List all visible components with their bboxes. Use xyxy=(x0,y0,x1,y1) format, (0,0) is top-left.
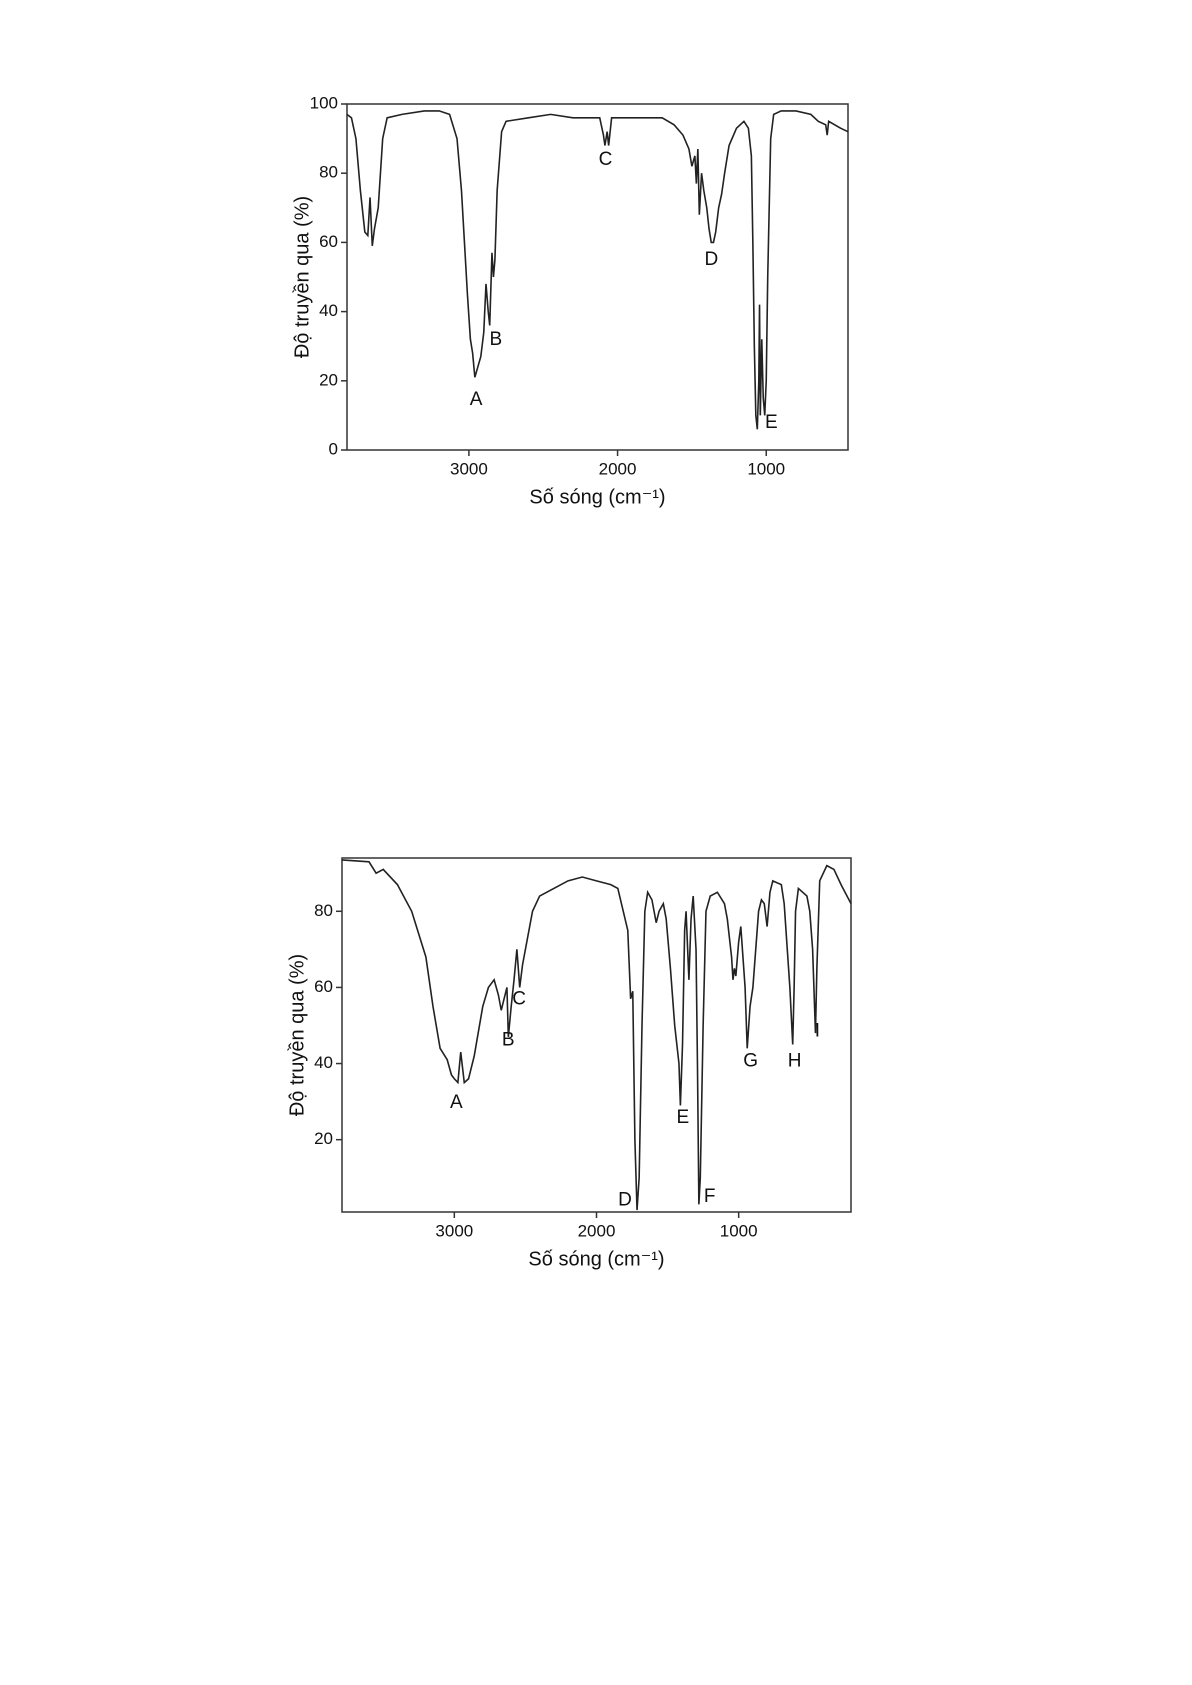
peak-label: I xyxy=(815,1021,820,1042)
peak-label: E xyxy=(765,412,778,433)
peak-label: A xyxy=(450,1092,463,1113)
plot-frame xyxy=(341,857,852,1213)
y-tick-label: 40 xyxy=(314,1053,333,1072)
y-tick-label: 40 xyxy=(319,301,338,320)
spectrum-line xyxy=(346,110,849,430)
y-tick-label: 60 xyxy=(319,232,338,251)
y-tick-label: 100 xyxy=(310,93,338,112)
x-tick-label: 3000 xyxy=(435,1221,473,1240)
peak-label: B xyxy=(502,1030,515,1051)
peak-label: E xyxy=(676,1107,689,1128)
peak-label: C xyxy=(512,989,526,1010)
peak-label: B xyxy=(489,329,502,350)
peak-label: C xyxy=(599,149,613,170)
x-tick-label: 1000 xyxy=(747,459,785,478)
y-tick-label: 80 xyxy=(319,163,338,182)
peak-label: F xyxy=(704,1186,716,1207)
y-tick-label: 0 xyxy=(329,439,338,458)
peak-label: A xyxy=(470,389,483,410)
y-axis-title: Độ truyền qua (%) xyxy=(291,196,313,358)
x-tick-label: 1000 xyxy=(720,1221,758,1240)
x-tick-label: 3000 xyxy=(450,459,488,478)
x-axis-title: Số sóng (cm⁻¹) xyxy=(528,1248,664,1270)
peak-label: D xyxy=(618,1190,632,1211)
y-tick-label: 20 xyxy=(314,1129,333,1148)
y-tick-label: 60 xyxy=(314,977,333,996)
x-tick-label: 2000 xyxy=(599,459,637,478)
peak-label: G xyxy=(743,1051,758,1072)
y-tick-label: 20 xyxy=(319,370,338,389)
spectrum-line xyxy=(341,859,852,1211)
y-tick-label: 80 xyxy=(314,901,333,920)
x-axis-title: Số sóng (cm⁻¹) xyxy=(529,486,665,508)
peak-label: H xyxy=(788,1051,802,1072)
x-tick-label: 2000 xyxy=(578,1221,616,1240)
peak-label: D xyxy=(705,249,719,270)
plot-frame xyxy=(346,103,849,451)
y-axis-title: Độ truyền qua (%) xyxy=(286,954,308,1116)
